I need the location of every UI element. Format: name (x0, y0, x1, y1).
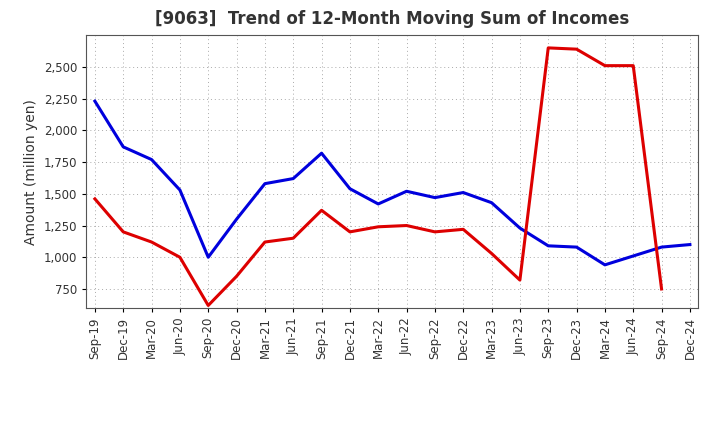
Ordinary Income (544, 243, 552, 249)
Ordinary Income (91, 99, 99, 104)
Net Income (374, 224, 382, 229)
Net Income (516, 278, 524, 283)
Ordinary Income (204, 255, 212, 260)
Ordinary Income (402, 189, 411, 194)
Ordinary Income (516, 225, 524, 231)
Net Income (119, 229, 127, 235)
Ordinary Income (629, 253, 637, 259)
Ordinary Income (289, 176, 297, 181)
Ordinary Income (318, 150, 326, 156)
Ordinary Income (176, 187, 184, 193)
Y-axis label: Amount (million yen): Amount (million yen) (24, 99, 38, 245)
Ordinary Income (459, 190, 467, 195)
Net Income (402, 223, 411, 228)
Ordinary Income (374, 202, 382, 207)
Line: Ordinary Income: Ordinary Income (95, 101, 690, 265)
Ordinary Income (431, 195, 439, 200)
Net Income (233, 274, 241, 279)
Ordinary Income (657, 245, 666, 250)
Ordinary Income (148, 157, 156, 162)
Net Income (657, 286, 666, 292)
Ordinary Income (600, 262, 609, 268)
Ordinary Income (119, 144, 127, 150)
Net Income (600, 63, 609, 68)
Net Income (346, 229, 354, 235)
Net Income (318, 208, 326, 213)
Net Income (289, 235, 297, 241)
Net Income (572, 47, 581, 52)
Net Income (487, 251, 496, 256)
Ordinary Income (233, 216, 241, 222)
Title: [9063]  Trend of 12-Month Moving Sum of Incomes: [9063] Trend of 12-Month Moving Sum of I… (156, 10, 629, 28)
Net Income (459, 227, 467, 232)
Net Income (629, 63, 637, 68)
Ordinary Income (572, 245, 581, 250)
Net Income (148, 239, 156, 245)
Ordinary Income (685, 242, 694, 247)
Line: Net Income: Net Income (95, 48, 662, 305)
Net Income (204, 303, 212, 308)
Net Income (176, 255, 184, 260)
Ordinary Income (487, 200, 496, 205)
Net Income (431, 229, 439, 235)
Ordinary Income (261, 181, 269, 186)
Net Income (544, 45, 552, 51)
Net Income (91, 196, 99, 202)
Ordinary Income (346, 186, 354, 191)
Net Income (261, 239, 269, 245)
